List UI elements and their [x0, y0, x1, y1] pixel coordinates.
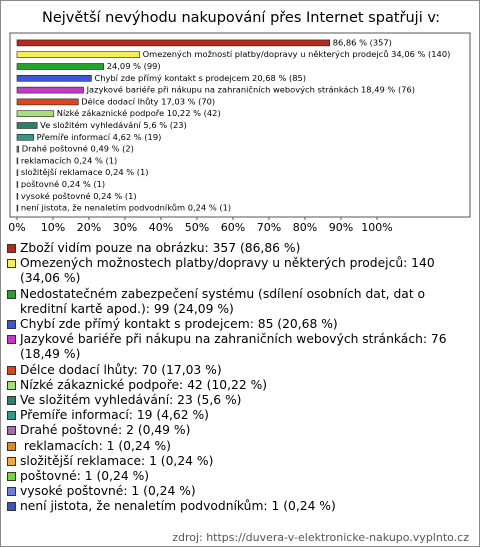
bar — [16, 39, 330, 47]
legend-label: není jistota, že nenaletím podvodníkům: … — [20, 499, 336, 514]
bar-label: Ve složitém vyhledávání 5,6 % (23) — [40, 120, 187, 130]
legend-swatch — [7, 441, 16, 451]
legend-swatch — [7, 411, 16, 421]
legend-item: Délce dodací lhůty: 70 (17,03 %) — [7, 363, 469, 378]
legend-swatch — [7, 472, 16, 482]
legend: Zboží vidím pouze na obrázku: 357 (86,86… — [7, 241, 469, 515]
legend-item: reklamacích: 1 (0,24 %) — [7, 439, 469, 454]
bar-label: 86,86 % (357) — [333, 37, 392, 47]
bar — [16, 134, 34, 141]
x-tick-label: 80% — [293, 221, 317, 234]
chart-title: Největší nevýhodu nakupování přes Intern… — [42, 10, 440, 26]
legend-item: Jazykové bariéře při nákupu na zahraničn… — [7, 332, 469, 362]
bar-label: není jistota, že nenaletím podvodníkům 0… — [21, 203, 231, 213]
legend-swatch — [7, 365, 16, 375]
legend-item: Zboží vidím pouze na obrázku: 357 (86,86… — [7, 241, 469, 256]
legend-label: Přemíře informací: 19 (4,62 %) — [20, 408, 209, 423]
bar-label: Omezených možností platby/dopravy u někt… — [143, 49, 451, 59]
x-tick-label: 50% — [185, 221, 209, 234]
legend-label: Délce dodací lhůty: 70 (17,03 %) — [20, 362, 222, 377]
bar — [16, 122, 38, 129]
legend-item: Přemíře informací: 19 (4,62 %) — [7, 408, 469, 423]
x-tick-label: 40% — [149, 221, 173, 234]
legend-label: Nedostatečném zabezpečení systému (sdíle… — [20, 286, 429, 316]
legend-item: není jistota, že nenaletím podvodníkům: … — [7, 499, 469, 514]
bar-label: Chybí zde přímý kontakt s prodejcem 20,6… — [94, 73, 306, 83]
legend-label: poštovné: 1 (0,24 %) — [20, 469, 150, 484]
legend-item: poštovné: 1 (0,24 %) — [7, 469, 469, 484]
x-tick-label: 10% — [41, 221, 65, 234]
bar-label: reklamacích 0,24 % (1) — [21, 155, 117, 165]
bar-label: 24,09 % (99) — [107, 61, 161, 71]
legend-item: Omezených možnostech platby/dopravy u ně… — [7, 256, 469, 286]
bar — [16, 157, 19, 165]
legend-label: reklamacích: 1 (0,24 %) — [20, 438, 171, 453]
legend-item: Drahé poštovné: 2 (0,49 %) — [7, 423, 469, 438]
legend-label: Zboží vidím pouze na obrázku: 357 (86,86… — [20, 241, 301, 255]
legend-label: Drahé poštovné: 2 (0,49 %) — [20, 423, 191, 438]
bar-label: Délce dodací lhůty 17,03 % (70) — [81, 96, 215, 106]
bar-label: Drahé poštovné 0,49 % (2) — [22, 144, 134, 154]
legend-label: Chybí zde přímý kontakt s prodejcem: 85 … — [20, 317, 338, 332]
legend-swatch — [7, 259, 16, 269]
bar — [16, 110, 55, 117]
legend-swatch — [7, 456, 16, 466]
bar-label: poštovné 0,24 % (1) — [21, 179, 105, 189]
bar — [16, 204, 19, 212]
source: zdroj: https://duvera-v-elektronicke-nak… — [172, 531, 469, 544]
bar-label: Nízké zákaznické podpoře 10,22 % (42) — [57, 108, 221, 118]
x-tick-label: 90% — [329, 221, 353, 234]
legend-item: Nízké zákaznické podpoře: 42 (10,22 %) — [7, 378, 469, 393]
legend-item: Ve složitém vyhledávání: 23 (5,6 %) — [7, 393, 469, 408]
x-tick-label: 70% — [257, 221, 281, 234]
legend-item: složitější reklamace: 1 (0,24 %) — [7, 454, 469, 469]
legend-swatch — [7, 289, 16, 299]
bar — [16, 75, 92, 82]
x-tick-label: 60% — [221, 221, 245, 234]
x-tick-label: 100% — [361, 221, 392, 234]
bar — [16, 51, 140, 59]
legend-label: složitější reklamace: 1 (0,24 %) — [20, 453, 214, 468]
legend-label: Nízké zákaznické podpoře: 42 (10,22 %) — [20, 377, 268, 392]
legend-item: Chybí zde přímý kontakt s prodejcem: 85 … — [7, 317, 469, 332]
bar — [16, 181, 19, 188]
legend-swatch — [7, 426, 16, 436]
legend-swatch — [7, 487, 16, 497]
x-tick-label: 0% — [8, 221, 25, 234]
legend-swatch — [7, 335, 16, 345]
plot-frame — [9, 32, 471, 218]
bar — [16, 193, 19, 200]
x-tick-label: 30% — [113, 221, 137, 234]
chart: Největší nevýhodu nakupování přes Intern… — [8, 10, 471, 234]
legend-swatch — [7, 396, 16, 406]
legend-item: Nedostatečném zabezpečení systému (sdíle… — [7, 287, 469, 317]
legend-label: Omezených možnostech platby/dopravy u ně… — [20, 256, 439, 286]
bar — [16, 86, 84, 94]
bar-label: Jazykové bariéře při nákupu na zahraničn… — [86, 85, 415, 95]
bar-label: vysoké poštovné 0,24 % (1) — [21, 191, 137, 201]
bar — [16, 145, 20, 153]
legend-label: vysoké poštovné: 1 (0,24 %) — [20, 484, 196, 499]
legend-item: vysoké poštovné: 1 (0,24 %) — [7, 484, 469, 499]
legend-swatch — [7, 244, 16, 253]
bar-label: složitější reklamace 0,24 % (1) — [21, 167, 149, 177]
legend-label: Ve složitém vyhledávání: 23 (5,6 %) — [20, 393, 242, 408]
bar — [16, 98, 79, 106]
bar — [16, 63, 105, 70]
legend-swatch — [7, 320, 16, 330]
x-tick-label: 20% — [77, 221, 101, 234]
legend-swatch — [7, 502, 16, 512]
bar-label: Přemíře informací 4,62 % (19) — [37, 132, 162, 142]
legend-swatch — [7, 380, 16, 390]
legend-label: Jazykové bariéře při nákupu na zahraničn… — [20, 332, 451, 362]
bar — [16, 169, 19, 176]
